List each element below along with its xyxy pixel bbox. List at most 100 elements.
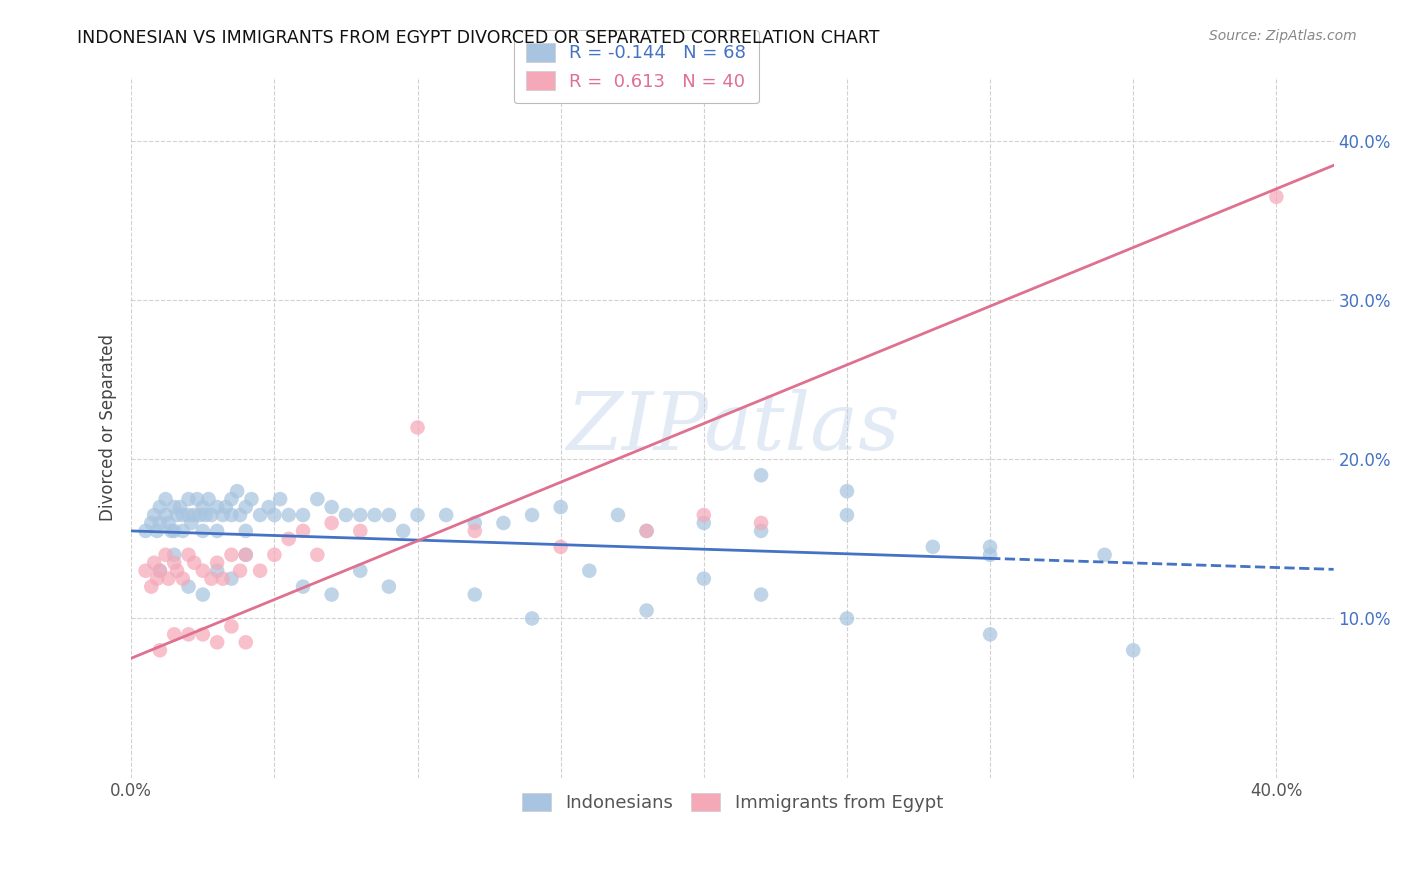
Point: [464, 588, 486, 602]
Point: [141, 580, 163, 594]
Point: [378, 580, 401, 594]
Point: [321, 500, 343, 514]
Point: [212, 572, 235, 586]
Point: [235, 524, 257, 538]
Point: [221, 548, 243, 562]
Point: [693, 516, 716, 530]
Point: [205, 524, 228, 538]
Point: [835, 508, 858, 522]
Point: [249, 564, 271, 578]
Point: [205, 564, 228, 578]
Point: [146, 524, 169, 538]
Point: [146, 572, 169, 586]
Point: [163, 500, 186, 514]
Point: [321, 516, 343, 530]
Point: [166, 508, 188, 522]
Point: [307, 548, 329, 562]
Point: [550, 500, 572, 514]
Point: [979, 540, 1001, 554]
Point: [257, 500, 280, 514]
Point: [235, 500, 257, 514]
Point: [186, 492, 208, 507]
Point: [235, 548, 257, 562]
Point: [606, 508, 628, 522]
Point: [307, 492, 329, 507]
Point: [172, 524, 194, 538]
Point: [177, 492, 200, 507]
Y-axis label: Divorced or Separated: Divorced or Separated: [100, 334, 117, 521]
Point: [235, 635, 257, 649]
Point: [749, 516, 772, 530]
Point: [349, 508, 371, 522]
Point: [163, 627, 186, 641]
Point: [197, 492, 219, 507]
Point: [464, 516, 486, 530]
Point: [636, 603, 658, 617]
Point: [263, 548, 285, 562]
Point: [166, 564, 188, 578]
Point: [149, 643, 172, 657]
Point: [191, 564, 214, 578]
Point: [235, 548, 257, 562]
Point: [163, 524, 186, 538]
Point: [979, 627, 1001, 641]
Point: [520, 508, 543, 522]
Point: [1094, 548, 1116, 562]
Point: [835, 611, 858, 625]
Point: [155, 508, 177, 522]
Point: [277, 532, 299, 546]
Point: [212, 508, 235, 522]
Text: INDONESIAN VS IMMIGRANTS FROM EGYPT DIVORCED OR SEPARATED CORRELATION CHART: INDONESIAN VS IMMIGRANTS FROM EGYPT DIVO…: [77, 29, 880, 46]
Point: [406, 420, 429, 434]
Point: [221, 492, 243, 507]
Point: [749, 468, 772, 483]
Point: [194, 508, 217, 522]
Point: [292, 580, 315, 594]
Legend: Indonesians, Immigrants from Egypt: Indonesians, Immigrants from Egypt: [509, 780, 956, 824]
Point: [177, 627, 200, 641]
Point: [492, 516, 515, 530]
Point: [921, 540, 943, 554]
Point: [693, 508, 716, 522]
Point: [378, 508, 401, 522]
Point: [188, 508, 211, 522]
Point: [249, 508, 271, 522]
Point: [160, 524, 183, 538]
Point: [292, 524, 315, 538]
Point: [191, 524, 214, 538]
Point: [1122, 643, 1144, 657]
Point: [149, 516, 172, 530]
Text: Source: ZipAtlas.com: Source: ZipAtlas.com: [1209, 29, 1357, 43]
Point: [157, 516, 180, 530]
Point: [191, 588, 214, 602]
Point: [221, 619, 243, 633]
Point: [277, 508, 299, 522]
Point: [149, 564, 172, 578]
Point: [141, 516, 163, 530]
Point: [163, 556, 186, 570]
Point: [464, 524, 486, 538]
Point: [200, 508, 222, 522]
Point: [335, 508, 357, 522]
Point: [229, 564, 252, 578]
Point: [155, 548, 177, 562]
Point: [749, 524, 772, 538]
Point: [180, 516, 202, 530]
Point: [292, 508, 315, 522]
Point: [578, 564, 600, 578]
Point: [693, 572, 716, 586]
Point: [749, 588, 772, 602]
Point: [520, 611, 543, 625]
Point: [636, 524, 658, 538]
Point: [205, 556, 228, 570]
Point: [177, 548, 200, 562]
Point: [226, 484, 249, 499]
Point: [191, 627, 214, 641]
Point: [240, 492, 263, 507]
Point: [143, 556, 166, 570]
Point: [200, 572, 222, 586]
Point: [205, 500, 228, 514]
Point: [221, 572, 243, 586]
Point: [1265, 190, 1288, 204]
Point: [221, 508, 243, 522]
